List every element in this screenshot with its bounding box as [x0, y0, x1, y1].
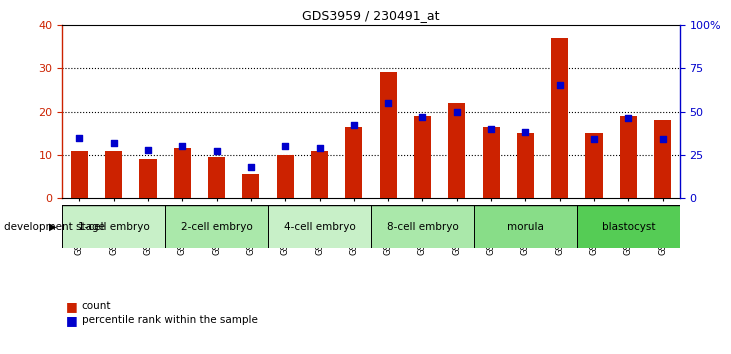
Bar	[165, 205, 268, 248]
Text: ▶: ▶	[49, 222, 56, 232]
Bar	[577, 205, 680, 248]
Bar	[208, 157, 225, 198]
Text: 2-cell embryo: 2-cell embryo	[181, 222, 252, 232]
Bar	[276, 155, 294, 198]
Text: morula: morula	[507, 222, 544, 232]
Point	[451, 109, 463, 114]
Point	[142, 147, 154, 153]
Point	[314, 145, 325, 151]
Point	[107, 140, 119, 145]
Bar	[586, 133, 602, 198]
Text: ■: ■	[66, 300, 77, 313]
Bar	[551, 38, 568, 198]
Bar	[140, 159, 156, 198]
Point	[279, 143, 291, 149]
Bar	[71, 150, 88, 198]
Text: development stage: development stage	[4, 222, 105, 232]
Text: 1-cell embryo: 1-cell embryo	[77, 222, 149, 232]
Bar	[311, 150, 328, 198]
Text: ■: ■	[66, 314, 77, 327]
Point	[211, 149, 222, 154]
Text: count: count	[82, 301, 111, 311]
Bar	[345, 127, 363, 198]
Bar	[268, 205, 371, 248]
Bar	[174, 148, 191, 198]
Point	[623, 116, 635, 121]
Point	[588, 136, 600, 142]
Text: percentile rank within the sample: percentile rank within the sample	[82, 315, 258, 325]
Bar	[654, 120, 671, 198]
Point	[417, 114, 428, 120]
Bar	[62, 205, 165, 248]
Text: 4-cell embryo: 4-cell embryo	[284, 222, 355, 232]
Point	[520, 130, 531, 135]
Point	[348, 122, 360, 128]
Point	[245, 164, 257, 170]
Text: 8-cell embryo: 8-cell embryo	[387, 222, 458, 232]
Point	[176, 143, 188, 149]
Point	[485, 126, 497, 132]
Point	[73, 135, 85, 140]
Point	[657, 136, 669, 142]
Point	[382, 100, 394, 106]
Bar	[482, 127, 500, 198]
Text: blastocyst: blastocyst	[602, 222, 655, 232]
Bar	[242, 175, 260, 198]
Bar	[620, 116, 637, 198]
Bar	[448, 103, 466, 198]
Point	[554, 82, 566, 88]
Bar	[105, 150, 122, 198]
Bar	[379, 73, 397, 198]
Bar	[517, 133, 534, 198]
Bar	[371, 205, 474, 248]
Bar	[474, 205, 577, 248]
Title: GDS3959 / 230491_at: GDS3959 / 230491_at	[302, 9, 440, 22]
Bar	[414, 116, 431, 198]
